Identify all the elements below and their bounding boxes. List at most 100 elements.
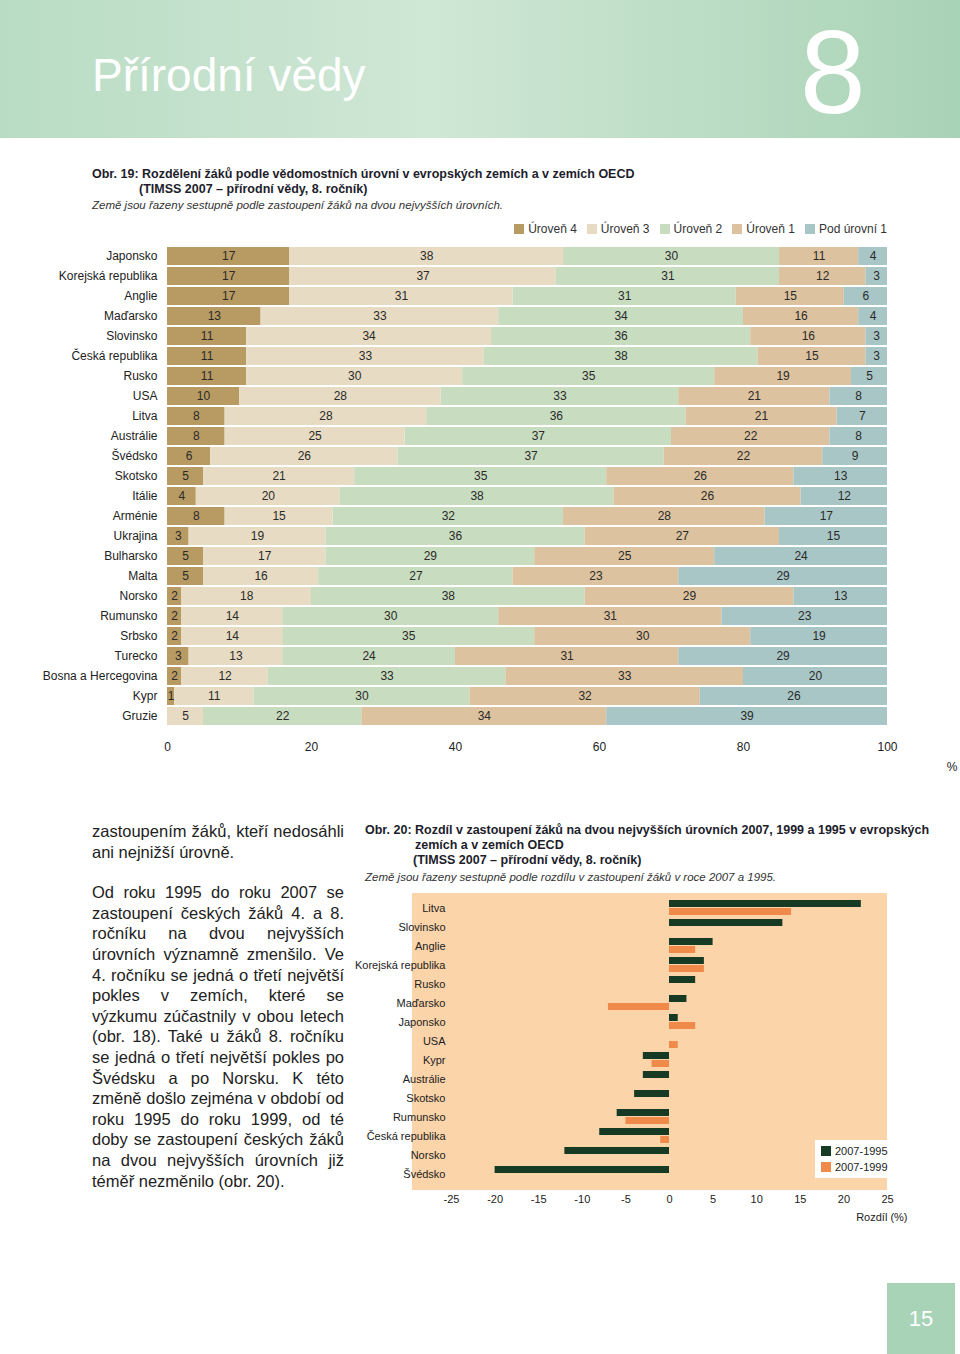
svg-text:35: 35	[402, 629, 416, 643]
svg-text:11: 11	[813, 249, 826, 263]
svg-text:15: 15	[794, 1193, 806, 1205]
svg-text:12: 12	[816, 269, 830, 283]
svg-text:0: 0	[666, 1193, 672, 1205]
svg-text:26: 26	[701, 489, 715, 503]
svg-text:Litva: Litva	[132, 409, 158, 423]
svg-text:Kypr: Kypr	[423, 1054, 446, 1066]
svg-text:Anglie: Anglie	[415, 940, 446, 952]
svg-text:32: 32	[442, 509, 456, 523]
svg-text:14: 14	[226, 629, 240, 643]
svg-text:Norsko: Norsko	[119, 589, 157, 603]
svg-text:-25: -25	[444, 1193, 460, 1205]
svg-text:Anglie: Anglie	[124, 289, 158, 303]
svg-text:13: 13	[834, 469, 848, 483]
svg-text:12: 12	[218, 669, 232, 683]
svg-text:33: 33	[373, 309, 387, 323]
svg-text:37: 37	[532, 429, 546, 443]
svg-text:17: 17	[820, 509, 834, 523]
svg-text:25: 25	[308, 429, 322, 443]
svg-text:5: 5	[866, 369, 873, 383]
svg-text:36: 36	[614, 329, 628, 343]
svg-text:23: 23	[589, 569, 603, 583]
svg-text:Rusko: Rusko	[414, 978, 445, 990]
svg-text:22: 22	[744, 429, 758, 443]
svg-text:21: 21	[748, 389, 762, 403]
svg-text:17: 17	[222, 269, 236, 283]
svg-text:33: 33	[380, 669, 394, 683]
svg-text:30: 30	[355, 689, 369, 703]
svg-text:33: 33	[359, 349, 373, 363]
svg-text:17: 17	[258, 549, 272, 563]
svg-text:13: 13	[834, 589, 848, 603]
svg-text:Austrálie: Austrálie	[111, 429, 158, 443]
svg-text:25: 25	[881, 1193, 893, 1205]
svg-text:5: 5	[710, 1193, 716, 1205]
svg-text:20: 20	[305, 740, 319, 754]
svg-text:38: 38	[420, 249, 434, 263]
svg-text:31: 31	[604, 609, 618, 623]
svg-text:38: 38	[442, 589, 456, 603]
svg-text:4: 4	[870, 249, 877, 263]
svg-text:24: 24	[794, 549, 808, 563]
svg-text:12: 12	[838, 489, 852, 503]
svg-text:1: 1	[168, 689, 175, 703]
svg-text:10: 10	[751, 1193, 763, 1205]
svg-text:8: 8	[855, 389, 862, 403]
svg-text:15: 15	[805, 349, 819, 363]
svg-text:26: 26	[694, 469, 708, 483]
svg-text:-15: -15	[531, 1193, 547, 1205]
svg-text:Maďarsko: Maďarsko	[397, 997, 446, 1009]
svg-text:30: 30	[665, 249, 679, 263]
svg-text:Gruzie: Gruzie	[122, 709, 158, 723]
svg-text:33: 33	[618, 669, 632, 683]
svg-text:8: 8	[855, 429, 862, 443]
svg-text:31: 31	[661, 269, 675, 283]
svg-text:38: 38	[470, 489, 484, 503]
svg-text:27: 27	[409, 569, 423, 583]
svg-text:21: 21	[272, 469, 286, 483]
svg-text:-5: -5	[621, 1193, 631, 1205]
svg-text:Srbsko: Srbsko	[120, 629, 158, 643]
svg-text:Kypr: Kypr	[133, 689, 158, 703]
svg-text:18: 18	[240, 589, 254, 603]
svg-text:5: 5	[182, 469, 189, 483]
svg-text:34: 34	[362, 329, 376, 343]
svg-text:28: 28	[319, 409, 333, 423]
svg-text:Arménie: Arménie	[113, 509, 158, 523]
svg-text:19: 19	[776, 369, 790, 383]
svg-text:3: 3	[175, 649, 182, 663]
svg-text:31: 31	[395, 289, 409, 303]
svg-text:Slovinsko: Slovinsko	[398, 921, 445, 933]
svg-text:15: 15	[272, 509, 286, 523]
svg-text:5: 5	[182, 709, 189, 723]
svg-text:22: 22	[276, 709, 290, 723]
svg-text:2: 2	[171, 669, 178, 683]
svg-text:Itálie: Itálie	[132, 489, 158, 503]
svg-text:29: 29	[683, 589, 697, 603]
svg-text:0: 0	[164, 740, 171, 754]
svg-text:40: 40	[449, 740, 463, 754]
svg-text:8: 8	[193, 409, 200, 423]
svg-text:5: 5	[182, 549, 189, 563]
svg-text:16: 16	[254, 569, 268, 583]
svg-text:3: 3	[175, 529, 182, 543]
svg-text:Korejská republika: Korejská republika	[355, 959, 446, 971]
svg-text:31: 31	[560, 649, 574, 663]
svg-text:Norsko: Norsko	[411, 1149, 446, 1161]
svg-text:32: 32	[578, 689, 592, 703]
svg-text:13: 13	[229, 649, 243, 663]
svg-text:-10: -10	[574, 1193, 590, 1205]
svg-text:Švédsko: Švédsko	[111, 448, 157, 463]
svg-text:7: 7	[859, 409, 866, 423]
svg-text:6: 6	[186, 449, 193, 463]
svg-text:28: 28	[658, 509, 672, 523]
svg-text:35: 35	[474, 469, 488, 483]
svg-text:3: 3	[873, 349, 880, 363]
svg-text:30: 30	[636, 629, 650, 643]
svg-text:2: 2	[171, 629, 178, 643]
svg-text:19: 19	[812, 629, 826, 643]
svg-text:100: 100	[877, 740, 897, 754]
svg-text:29: 29	[424, 549, 438, 563]
svg-text:26: 26	[787, 689, 801, 703]
svg-text:Bosna a Hercegovina: Bosna a Hercegovina	[43, 669, 158, 683]
